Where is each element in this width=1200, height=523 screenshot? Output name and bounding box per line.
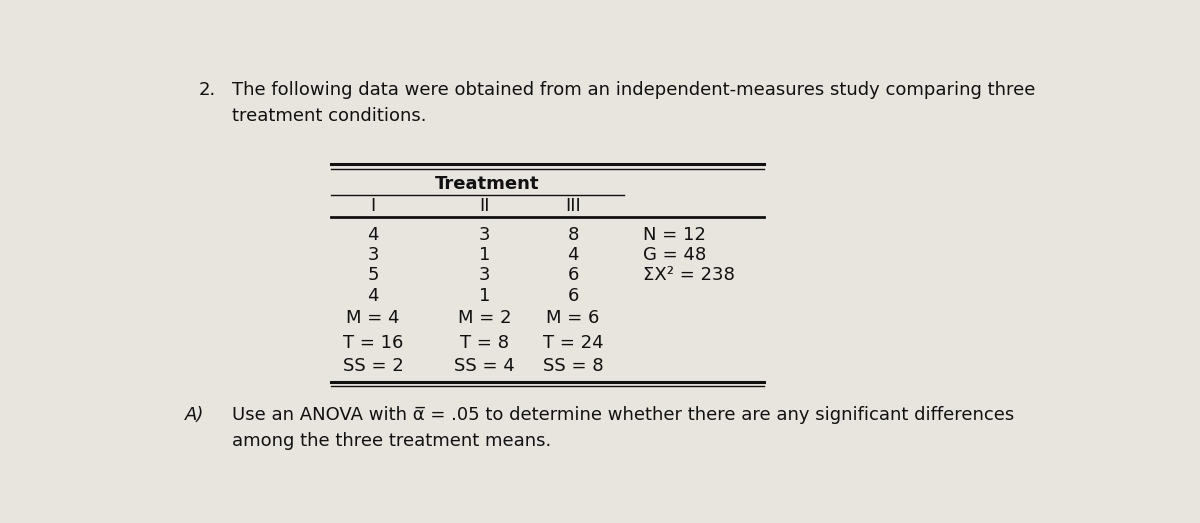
Text: 4: 4 <box>367 287 379 304</box>
Text: G = 48: G = 48 <box>643 246 706 264</box>
Text: 6: 6 <box>568 266 578 285</box>
Text: 2.: 2. <box>198 81 216 99</box>
Text: 4: 4 <box>367 226 379 244</box>
Text: 8: 8 <box>568 226 578 244</box>
Text: 5: 5 <box>367 266 379 285</box>
Text: II: II <box>480 197 490 215</box>
Text: Use an ANOVA with α̅ = .05 to determine whether there are any significant differ: Use an ANOVA with α̅ = .05 to determine … <box>232 406 1014 424</box>
Text: 3: 3 <box>367 246 379 264</box>
Text: T = 8: T = 8 <box>461 334 509 351</box>
Text: M = 2: M = 2 <box>458 310 511 327</box>
Text: 3: 3 <box>479 266 491 285</box>
Text: M = 4: M = 4 <box>347 310 400 327</box>
Text: ΣX² = 238: ΣX² = 238 <box>643 266 734 285</box>
Text: T = 24: T = 24 <box>542 334 604 351</box>
Text: I: I <box>371 197 376 215</box>
Text: 3: 3 <box>479 226 491 244</box>
Text: M = 6: M = 6 <box>546 310 600 327</box>
Text: The following data were obtained from an independent-measures study comparing th: The following data were obtained from an… <box>232 81 1036 124</box>
Text: 4: 4 <box>568 246 578 264</box>
Text: 1: 1 <box>479 287 491 304</box>
Text: A): A) <box>185 406 205 424</box>
Text: 1: 1 <box>479 246 491 264</box>
Text: Treatment: Treatment <box>434 175 539 192</box>
Text: T = 16: T = 16 <box>343 334 403 351</box>
Text: N = 12: N = 12 <box>643 226 706 244</box>
Text: among the three treatment means.: among the three treatment means. <box>232 433 551 450</box>
Text: 6: 6 <box>568 287 578 304</box>
Text: SS = 2: SS = 2 <box>343 357 403 374</box>
Text: SS = 8: SS = 8 <box>542 357 604 374</box>
Text: III: III <box>565 197 581 215</box>
Text: SS = 4: SS = 4 <box>455 357 515 374</box>
